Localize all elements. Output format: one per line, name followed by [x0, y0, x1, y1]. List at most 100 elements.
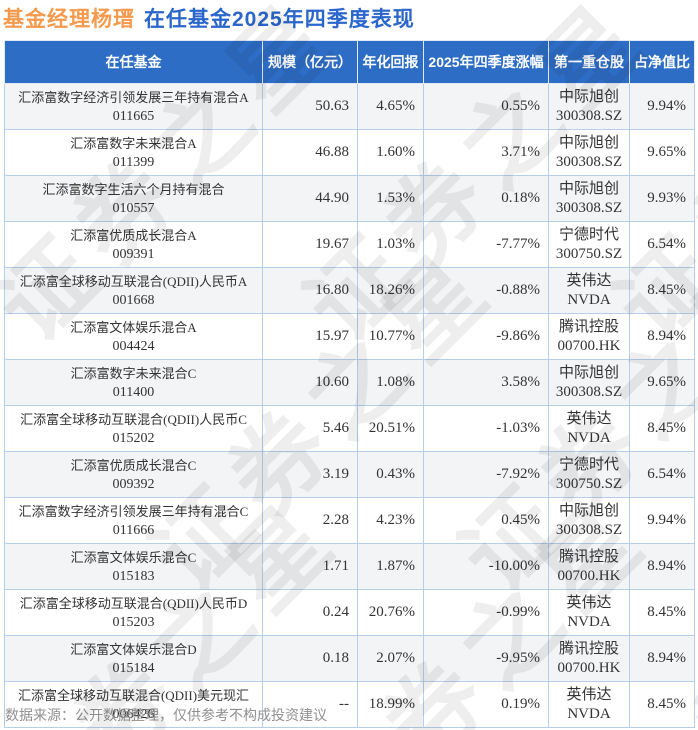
fund-code: 006426 [112, 706, 155, 722]
fund-name: 汇添富数字经济引领发展三年持有混合C [18, 503, 249, 519]
table-row: 汇添富文体娱乐混合A 004424 15.97 10.77% -9.86% 腾讯… [4, 313, 695, 360]
fund-code: 015202 [112, 430, 155, 446]
annualized-return: 20.76% [357, 589, 424, 636]
table-row: 汇添富优质成长混合C 009392 3.19 0.43% -7.92% 宁德时代… [4, 451, 695, 498]
col-header-annual-return: 年化回报 [357, 40, 424, 84]
fund-table: 在任基金 规模（亿元） 年化回报 2025年四季度涨幅 第一重仓股 占净值比 汇… [4, 40, 695, 728]
q4-change: -10.00% [423, 543, 549, 590]
q4-change: -0.99% [423, 589, 549, 636]
fund-scale: -- [262, 681, 358, 728]
top-holding-name: 中际旭创 [558, 180, 619, 197]
fund-scale: 0.24 [262, 589, 358, 636]
top-holding-code: 300308.SZ [555, 153, 623, 170]
top-holding-code: NVDA [567, 705, 611, 722]
fund-name: 汇添富文体娱乐混合D [70, 641, 197, 657]
table-row: 汇添富全球移动互联混合(QDII)人民币A 001668 16.80 18.26… [4, 267, 695, 314]
annualized-return: 20.51% [357, 405, 424, 452]
top-holding-name: 腾讯控股 [558, 640, 619, 657]
fund-code: 004424 [112, 338, 155, 354]
table-row: 汇添富数字未来混合A 011399 46.88 1.60% 3.71% 中际旭创… [4, 129, 695, 176]
top-holding-name: 腾讯控股 [558, 548, 619, 565]
table-row: 汇添富数字经济引领发展三年持有混合A 011665 50.63 4.65% 0.… [4, 83, 695, 130]
fund-scale: 15.97 [262, 313, 358, 360]
col-header-weight: 占净值比 [629, 40, 695, 84]
top-holding-name: 英伟达 [566, 594, 612, 611]
fund-code: 010557 [112, 200, 155, 216]
net-value-ratio: 8.45% [629, 405, 695, 452]
col-header-top-holding: 第一重仓股 [548, 40, 630, 84]
fund-name: 汇添富数字生活六个月持有混合 [42, 181, 225, 197]
col-header-fund: 在任基金 [4, 40, 263, 84]
col-header-scale: 规模（亿元） [262, 40, 358, 84]
q4-change: 0.55% [423, 83, 549, 130]
top-holding-code: NVDA [567, 291, 611, 308]
top-holding-name: 中际旭创 [558, 502, 619, 519]
fund-scale: 44.90 [262, 175, 358, 222]
fund-code: 015184 [112, 660, 155, 676]
fund-scale: 46.88 [262, 129, 358, 176]
table-row: 汇添富文体娱乐混合C 015183 1.71 1.87% -10.00% 腾讯控… [4, 543, 695, 590]
top-holding-name: 中际旭创 [558, 364, 619, 381]
q4-change: -9.86% [423, 313, 549, 360]
fund-code: 009391 [112, 246, 155, 262]
fund-scale: 3.19 [262, 451, 358, 498]
fund-scale: 1.71 [262, 543, 358, 590]
q4-change: -0.88% [423, 267, 549, 314]
fund-name: 汇添富全球移动互联混合(QDII)人民币C [20, 411, 247, 427]
fund-name: 汇添富文体娱乐混合A [70, 319, 197, 335]
table-row: 汇添富优质成长混合A 009391 19.67 1.03% -7.77% 宁德时… [4, 221, 695, 268]
fund-scale: 10.60 [262, 359, 358, 406]
fund-scale: 0.18 [262, 635, 358, 682]
q4-change: 0.45% [423, 497, 549, 544]
fund-code: 011665 [112, 108, 155, 124]
fund-name: 汇添富优质成长混合C [70, 457, 197, 473]
annualized-return: 10.77% [357, 313, 424, 360]
fund-scale: 16.80 [262, 267, 358, 314]
table-row: 汇添富文体娱乐混合D 015184 0.18 2.07% -9.95% 腾讯控股… [4, 635, 695, 682]
net-value-ratio: 8.94% [629, 543, 695, 590]
table-row: 汇添富数字未来混合C 011400 10.60 1.08% 3.58% 中际旭创… [4, 359, 695, 406]
net-value-ratio: 8.94% [629, 635, 695, 682]
top-holding-code: 300308.SZ [555, 199, 623, 216]
fund-name: 汇添富数字未来混合C [70, 365, 197, 381]
fund-name: 汇添富全球移动互联混合(QDII)人民币A [19, 273, 248, 289]
fund-table-body: 汇添富数字经济引领发展三年持有混合A 011665 50.63 4.65% 0.… [4, 83, 695, 728]
fund-code: 015183 [112, 568, 155, 584]
fund-name: 汇添富数字经济引领发展三年持有混合A [18, 89, 249, 105]
top-holding-code: 300308.SZ [555, 521, 623, 538]
q4-change: 0.18% [423, 175, 549, 222]
q4-change: -1.03% [423, 405, 549, 452]
fund-code: 001668 [112, 292, 155, 308]
q4-change: 3.58% [423, 359, 549, 406]
q4-change: 0.19% [423, 681, 549, 728]
table-row: 汇添富全球移动互联混合(QDII)人民币D 015203 0.24 20.76%… [4, 589, 695, 636]
table-row: 汇添富全球移动互联混合(QDII)人民币C 015202 5.46 20.51%… [4, 405, 695, 452]
top-holding-code: 00700.HK [557, 567, 621, 584]
top-holding-code: 300750.SZ [555, 245, 623, 262]
fund-name: 汇添富数字未来混合A [70, 135, 197, 151]
data-source-note: 数据来源：公开数据整理，仅供参考不构成投资建议 [5, 707, 327, 723]
title-text: 在任基金2025年四季度表现 [144, 8, 415, 31]
net-value-ratio: 9.94% [629, 83, 695, 130]
annualized-return: 4.65% [357, 83, 424, 130]
annualized-return: 1.03% [357, 221, 424, 268]
col-header-q4-change: 2025年四季度涨幅 [423, 40, 549, 84]
fund-scale: 19.67 [262, 221, 358, 268]
net-value-ratio: 9.65% [629, 129, 695, 176]
fund-name: 汇添富全球移动互联混合(QDII)人民币D [19, 595, 248, 611]
top-holding-name: 腾讯控股 [558, 318, 619, 335]
q4-change: -9.95% [423, 635, 549, 682]
fund-name: 汇添富文体娱乐混合C [70, 549, 197, 565]
fund-scale: 50.63 [262, 83, 358, 130]
fund-code: 011666 [112, 522, 155, 538]
net-value-ratio: 8.45% [629, 681, 695, 728]
top-holding-code: NVDA [567, 613, 611, 630]
top-holding-code: 300750.SZ [555, 475, 623, 492]
fund-code: 011399 [112, 154, 155, 170]
annualized-return: 1.60% [357, 129, 424, 176]
net-value-ratio: 9.65% [629, 359, 695, 406]
fund-scale: 5.46 [262, 405, 358, 452]
net-value-ratio: 9.93% [629, 175, 695, 222]
q4-change: -7.77% [423, 221, 549, 268]
